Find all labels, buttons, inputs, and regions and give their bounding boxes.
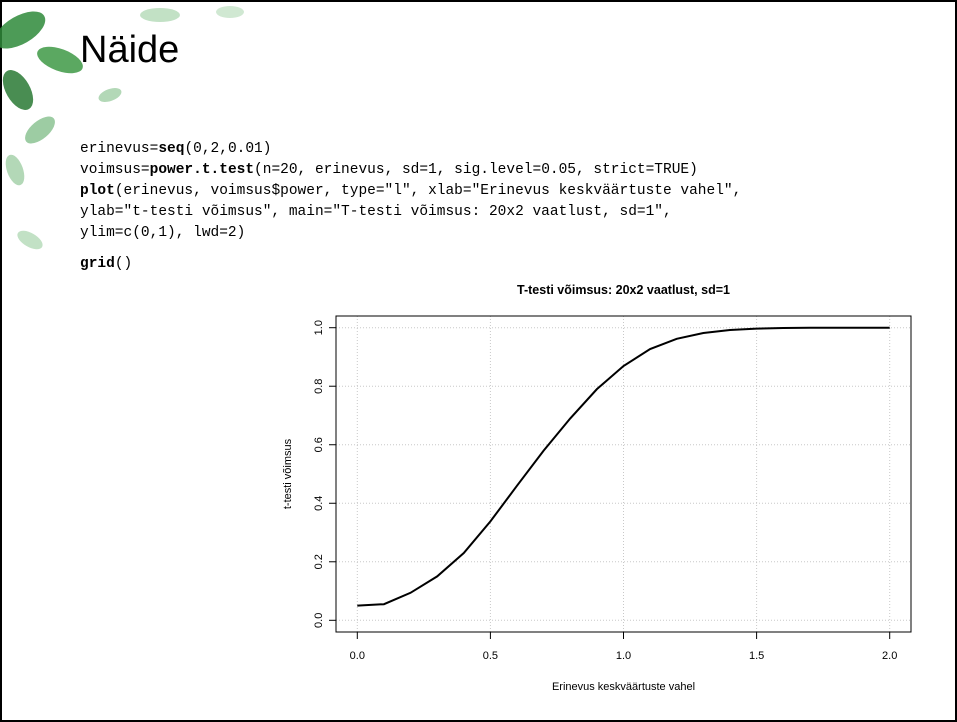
y-tick-label: 0.6	[313, 437, 325, 452]
x-axis-label: Erinevus keskväärtuste vahel	[552, 681, 695, 693]
code-segment: (erinevus, voimsus$power, type="l", xlab…	[115, 183, 742, 199]
code-segment: ()	[115, 256, 132, 272]
code-line: grid()	[80, 256, 132, 272]
x-tick-label: 0.0	[350, 650, 365, 662]
code-segment: (n=20, erinevus, sd=1, sig.level=0.05, s…	[254, 162, 698, 178]
y-tick-label: 0.4	[313, 496, 325, 511]
y-tick-label: 1.0	[313, 320, 325, 335]
chart-title: T-testi võimsus: 20x2 vaatlust, sd=1	[517, 283, 730, 297]
code-segment: ylab="t-testi võimsus", main="T-testi võ…	[80, 204, 672, 220]
code-segment: grid	[80, 256, 115, 272]
leaf-decoration	[0, 6, 244, 250]
code-segment: erinevus=	[80, 141, 158, 157]
code-segment: power.t.test	[150, 162, 254, 178]
y-tick-label: 0.8	[313, 379, 325, 394]
power-curve	[357, 326, 890, 607]
x-tick-label: 0.5	[483, 650, 498, 662]
code-line: plot(erinevus, voimsus$power, type="l", …	[80, 183, 741, 199]
plot-frame	[335, 315, 912, 633]
y-tick-label: 0.2	[313, 554, 325, 569]
x-tick-label: 1.5	[749, 650, 764, 662]
code-segment: voimsus=	[80, 162, 150, 178]
x-tick-label: 1.0	[616, 650, 631, 662]
code-line: ylab="t-testi võimsus", main="T-testi võ…	[80, 204, 672, 220]
code-line: ylim=c(0,1), lwd=2)	[80, 225, 245, 241]
code-block: erinevus=seq(0,2,0.01) voimsus=power.t.te…	[80, 141, 741, 272]
code-segment: seq	[158, 141, 184, 157]
x-tick-label: 2.0	[882, 650, 897, 662]
chart: T-testi võimsus: 20x2 vaatlust, sd=1 Erin…	[282, 283, 912, 693]
code-line: voimsus=power.t.test(n=20, erinevus, sd=…	[80, 162, 698, 178]
code-line: erinevus=seq(0,2,0.01)	[80, 141, 271, 157]
code-segment: ylim=c(0,1), lwd=2)	[80, 225, 245, 241]
code-segment: (0,2,0.01)	[184, 141, 271, 157]
y-axis-label: t-testi võimsus	[282, 438, 294, 509]
slide-title: Näide	[80, 29, 179, 71]
code-segment: plot	[80, 183, 115, 199]
y-tick-label: 0.0	[313, 613, 325, 628]
